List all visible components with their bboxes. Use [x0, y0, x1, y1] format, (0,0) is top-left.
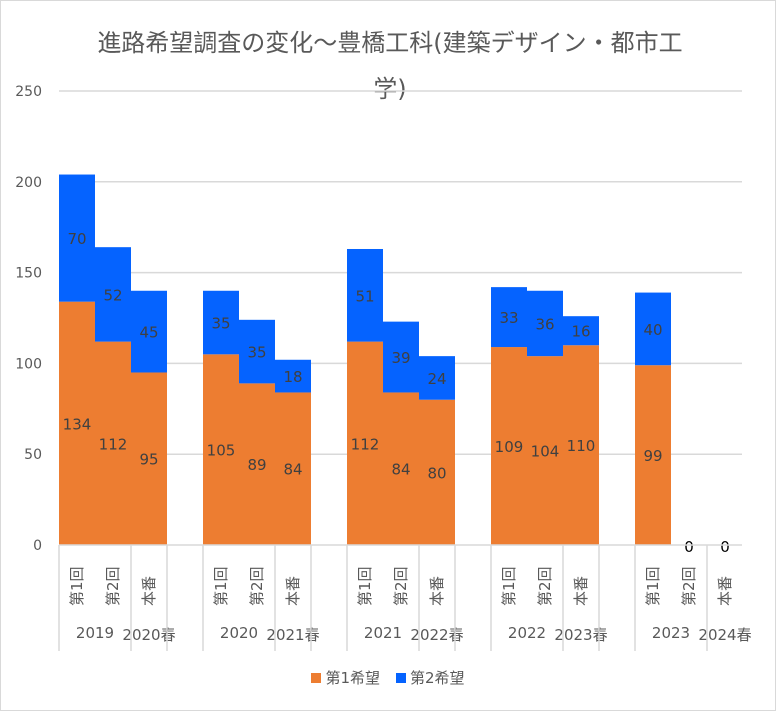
- group-label-year: 2023: [652, 624, 690, 642]
- category-label: 第2回: [680, 566, 698, 606]
- group-label-spring: 2024春: [698, 626, 751, 644]
- data-label: 24: [427, 370, 446, 388]
- data-label: 39: [391, 349, 410, 367]
- data-label: 35: [211, 315, 230, 333]
- legend-swatch: [311, 672, 322, 683]
- category-label: 第1回: [356, 566, 374, 606]
- legend: 第1希望 第2希望: [0, 667, 776, 688]
- bar-second-choice: [239, 319, 275, 384]
- bars: [59, 174, 671, 545]
- bar-first-choice: [635, 365, 671, 545]
- category-label: 本番: [716, 576, 734, 606]
- legend-label: 第1希望: [325, 669, 380, 687]
- data-label: 99: [643, 447, 662, 465]
- data-label: 84: [283, 461, 302, 479]
- legend-item: 第1希望: [311, 667, 380, 688]
- bar-first-choice: [527, 356, 563, 545]
- legend-swatch: [396, 672, 406, 683]
- y-tick-label: 100: [15, 356, 42, 372]
- data-label: 134: [63, 415, 92, 433]
- bar-second-choice: [59, 174, 95, 302]
- data-label-zero: 0: [684, 538, 694, 556]
- data-label: 105: [207, 442, 236, 460]
- group-label-spring: 2022春: [410, 626, 463, 644]
- category-label: 本番: [140, 576, 158, 606]
- bar-first-choice: [275, 392, 311, 545]
- data-label: 104: [531, 443, 560, 461]
- group-label-spring: 2023春: [554, 626, 607, 644]
- data-label: 112: [99, 435, 128, 453]
- category-label: 本番: [428, 576, 446, 606]
- category-label: 第2回: [104, 566, 122, 606]
- group-label-year: 2021: [364, 624, 402, 642]
- y-tick-label: 0: [33, 538, 42, 554]
- y-tick-label: 50: [24, 447, 42, 463]
- bar-second-choice: [527, 290, 563, 357]
- category-label: 第1回: [212, 566, 230, 606]
- data-label: 51: [355, 287, 374, 305]
- data-label: 45: [139, 324, 158, 342]
- bar-first-choice: [203, 354, 239, 545]
- bar-first-choice: [419, 399, 455, 545]
- bar-second-choice: [419, 356, 455, 400]
- category-label: 本番: [284, 576, 302, 606]
- data-labels: 134 70 112 52 95 45 105 35 89 35 84 18 112 51 84 39 80 24…: [63, 230, 730, 556]
- legend-label: 第2希望: [410, 669, 465, 687]
- bar-second-choice: [491, 287, 527, 348]
- data-label: 16: [571, 323, 590, 341]
- data-label: 89: [247, 456, 266, 474]
- category-label: 第1回: [644, 566, 662, 606]
- data-label: 109: [495, 438, 524, 456]
- data-label: 110: [567, 437, 596, 455]
- group-label-year: 2020: [220, 624, 258, 642]
- bar-first-choice: [563, 345, 599, 545]
- bar-second-choice: [383, 321, 419, 393]
- bar-second-choice: [131, 290, 167, 373]
- data-label: 52: [103, 286, 122, 304]
- category-label: 第1回: [68, 566, 86, 606]
- data-label: 40: [643, 321, 662, 339]
- category-label: 第2回: [536, 566, 554, 606]
- bar-second-choice: [203, 290, 239, 355]
- y-axis: 0 50 100 150 200 250: [15, 84, 42, 554]
- bar-second-choice: [275, 359, 311, 393]
- bar-first-choice: [95, 341, 131, 545]
- data-label: 84: [391, 461, 410, 479]
- category-label: 第1回: [500, 566, 518, 606]
- bar-second-choice: [563, 316, 599, 346]
- y-tick-label: 200: [15, 175, 42, 191]
- bar-first-choice: [239, 383, 275, 545]
- bar-first-choice: [383, 392, 419, 545]
- category-label: 第2回: [248, 566, 266, 606]
- bar-first-choice: [131, 372, 167, 545]
- data-label: 80: [427, 464, 446, 482]
- bar-first-choice: [59, 301, 95, 545]
- data-label: 18: [283, 368, 302, 386]
- bar-first-choice: [491, 347, 527, 545]
- data-label: 35: [247, 344, 266, 362]
- data-label: 36: [535, 315, 554, 333]
- data-label: 33: [499, 309, 518, 327]
- legend-item: 第2希望: [396, 667, 465, 688]
- category-label: 第2回: [392, 566, 410, 606]
- data-label-zero: 0: [720, 538, 730, 556]
- bar-first-choice: [347, 341, 383, 545]
- chart-title: 進路希望調査の変化～豊橋工科(建築デザイン・都市工学): [97, 29, 683, 103]
- bar-second-choice: [635, 292, 671, 366]
- category-label: 本番: [572, 576, 590, 606]
- y-tick-label: 250: [15, 84, 42, 100]
- y-tick-label: 150: [15, 266, 42, 282]
- data-label: 95: [139, 451, 158, 469]
- data-label: 112: [351, 435, 380, 453]
- group-label-spring: 2020春: [122, 626, 175, 644]
- data-label: 70: [67, 230, 86, 248]
- group-label-year: 2019: [76, 624, 114, 642]
- bar-second-choice: [95, 247, 131, 342]
- group-label-year: 2022: [508, 624, 546, 642]
- bar-second-choice: [347, 248, 383, 342]
- group-label-spring: 2021春: [266, 626, 319, 644]
